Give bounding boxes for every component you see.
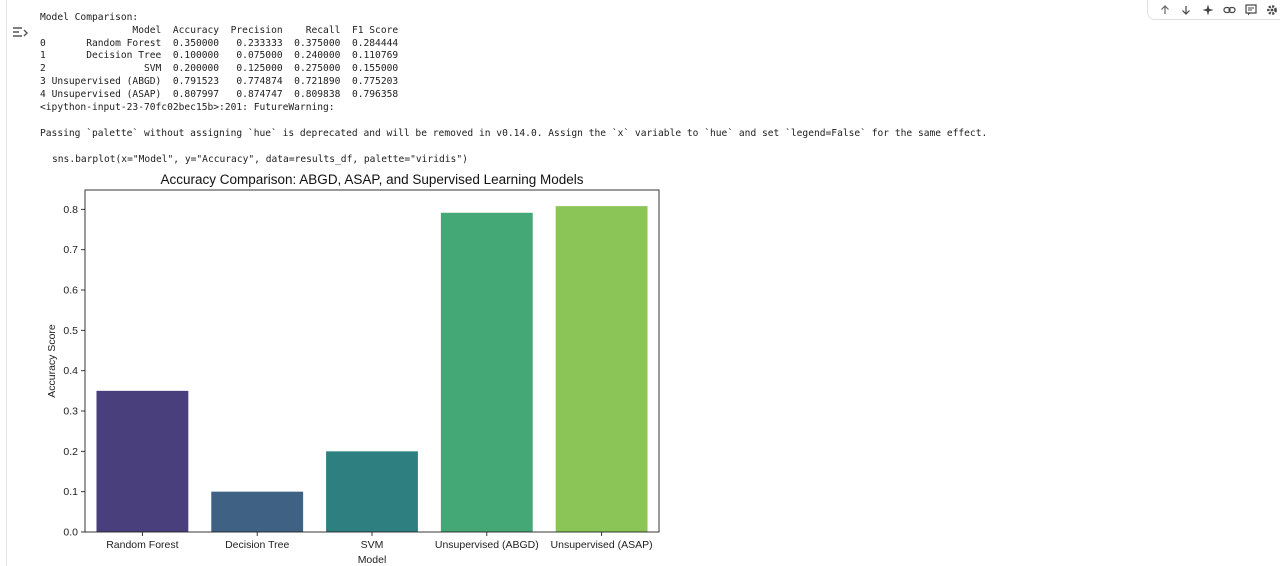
x-tick-label: Unsupervised (ASAP) bbox=[551, 539, 653, 551]
row-index: 2 bbox=[40, 63, 46, 75]
bar bbox=[211, 491, 304, 532]
table-cell: 0.155000 bbox=[346, 63, 399, 75]
column-header: Model bbox=[51, 24, 162, 36]
table-cell: 0.110769 bbox=[346, 50, 399, 62]
column-header: Precision bbox=[224, 24, 283, 36]
bar bbox=[555, 206, 648, 532]
column-header: F1 Score bbox=[346, 24, 399, 36]
row-index: 1 bbox=[40, 50, 46, 62]
table-cell: 0.809838 bbox=[288, 88, 341, 100]
table-cell: 0.721890 bbox=[288, 75, 341, 87]
y-tick-label: 0.7 bbox=[63, 244, 78, 256]
y-tick-label: 0.0 bbox=[63, 527, 78, 539]
bar-chart: Accuracy Comparison: ABGD, ASAP, and Sup… bbox=[46, 172, 660, 566]
output-heading: Model Comparison: bbox=[40, 12, 139, 23]
table-row: 0 Random Forest 0.350000 0.233333 0.3750… bbox=[40, 38, 398, 49]
bar bbox=[326, 451, 418, 532]
y-tick-label: 0.8 bbox=[63, 204, 78, 216]
warning-message: Passing `palette` without assigning `hue… bbox=[40, 128, 988, 139]
table-cell: Unsupervised (ABGD) bbox=[51, 75, 162, 87]
table-row: 1 Decision Tree 0.100000 0.075000 0.2400… bbox=[40, 50, 398, 61]
comment-icon[interactable] bbox=[1242, 1, 1260, 19]
table-cell: 0.233333 bbox=[224, 37, 283, 49]
table-cell: 0.874747 bbox=[224, 88, 283, 100]
table-cell: Random Forest bbox=[51, 37, 162, 49]
bar bbox=[440, 212, 533, 532]
output-toggle-icon[interactable] bbox=[9, 22, 31, 44]
table-cell: 0.100000 bbox=[167, 50, 220, 62]
row-index: 4 bbox=[40, 88, 46, 100]
x-tick-label: SVM bbox=[361, 539, 384, 551]
y-axis-label: Accuracy Score bbox=[46, 324, 58, 398]
x-tick-label: Decision Tree bbox=[225, 539, 289, 551]
y-tick-label: 0.2 bbox=[63, 446, 78, 458]
output-cell bbox=[6, 0, 1280, 566]
table-cell: 0.125000 bbox=[224, 63, 283, 75]
y-tick-label: 0.6 bbox=[63, 285, 78, 297]
table-row: 3 Unsupervised (ABGD) 0.791523 0.774874 … bbox=[40, 76, 398, 87]
table-cell: 0.284444 bbox=[346, 37, 399, 49]
x-axis-label: Model bbox=[358, 554, 387, 566]
table-row: 2 SVM 0.200000 0.125000 0.275000 0.15500… bbox=[40, 63, 398, 74]
row-index: 3 bbox=[40, 75, 46, 87]
warning-source: <ipython-input-23-70fc02bec15b>:201: Fut… bbox=[40, 101, 335, 113]
row-index: 0 bbox=[40, 37, 46, 49]
column-header: Accuracy bbox=[167, 24, 220, 36]
table-cell: 0.807997 bbox=[167, 88, 220, 100]
gear-icon[interactable] bbox=[1264, 1, 1280, 19]
table-cell: 0.350000 bbox=[167, 37, 220, 49]
chart-title: Accuracy Comparison: ABGD, ASAP, and Sup… bbox=[161, 172, 584, 187]
x-tick-label: Unsupervised (ABGD) bbox=[435, 539, 539, 551]
column-header: Recall bbox=[288, 24, 341, 36]
arrow-up-icon[interactable] bbox=[1156, 1, 1174, 19]
table-cell: 0.775203 bbox=[346, 75, 399, 87]
table-cell: Unsupervised (ASAP) bbox=[51, 88, 162, 100]
y-tick-label: 0.5 bbox=[63, 325, 78, 337]
table-cell: 0.774874 bbox=[224, 75, 283, 87]
y-tick-label: 0.1 bbox=[63, 486, 78, 498]
table-cell: 0.375000 bbox=[288, 37, 341, 49]
sparkle-icon[interactable] bbox=[1199, 1, 1217, 19]
code-snippet: sns.barplot(x="Model", y="Accuracy", dat… bbox=[52, 154, 468, 165]
table-cell: SVM bbox=[51, 63, 162, 75]
dataframe-output: Model Comparison: Model Accuracy Precisi… bbox=[40, 12, 398, 114]
y-tick-label: 0.3 bbox=[63, 406, 78, 418]
x-tick-label: Random Forest bbox=[106, 539, 178, 551]
table-cell: 0.796358 bbox=[346, 88, 399, 100]
table-header: Model Accuracy Precision Recall F1 Score bbox=[40, 25, 398, 36]
table-cell: 0.075000 bbox=[224, 50, 283, 62]
table-cell: 0.275000 bbox=[288, 63, 341, 75]
y-tick-label: 0.4 bbox=[63, 365, 78, 377]
bar bbox=[96, 390, 189, 532]
cell-toolbar bbox=[1147, 0, 1280, 20]
table-row: 4 Unsupervised (ASAP) 0.807997 0.874747 … bbox=[40, 89, 398, 100]
table-cell: 0.240000 bbox=[288, 50, 341, 62]
arrow-down-icon[interactable] bbox=[1178, 1, 1196, 19]
table-cell: 0.791523 bbox=[167, 75, 220, 87]
table-cell: 0.200000 bbox=[167, 63, 220, 75]
link-icon[interactable] bbox=[1221, 1, 1239, 19]
table-cell: Decision Tree bbox=[51, 50, 162, 62]
